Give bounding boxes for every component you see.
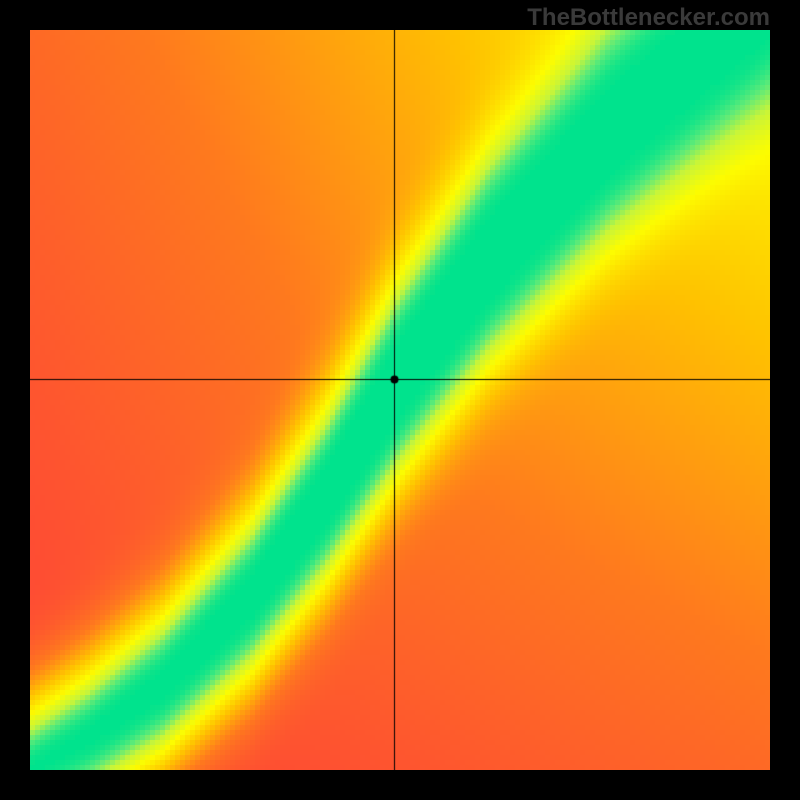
watermark-text: TheBottlenecker.com [527,4,770,32]
crosshair-overlay [30,30,770,770]
chart-container: TheBottlenecker.com [0,0,800,800]
